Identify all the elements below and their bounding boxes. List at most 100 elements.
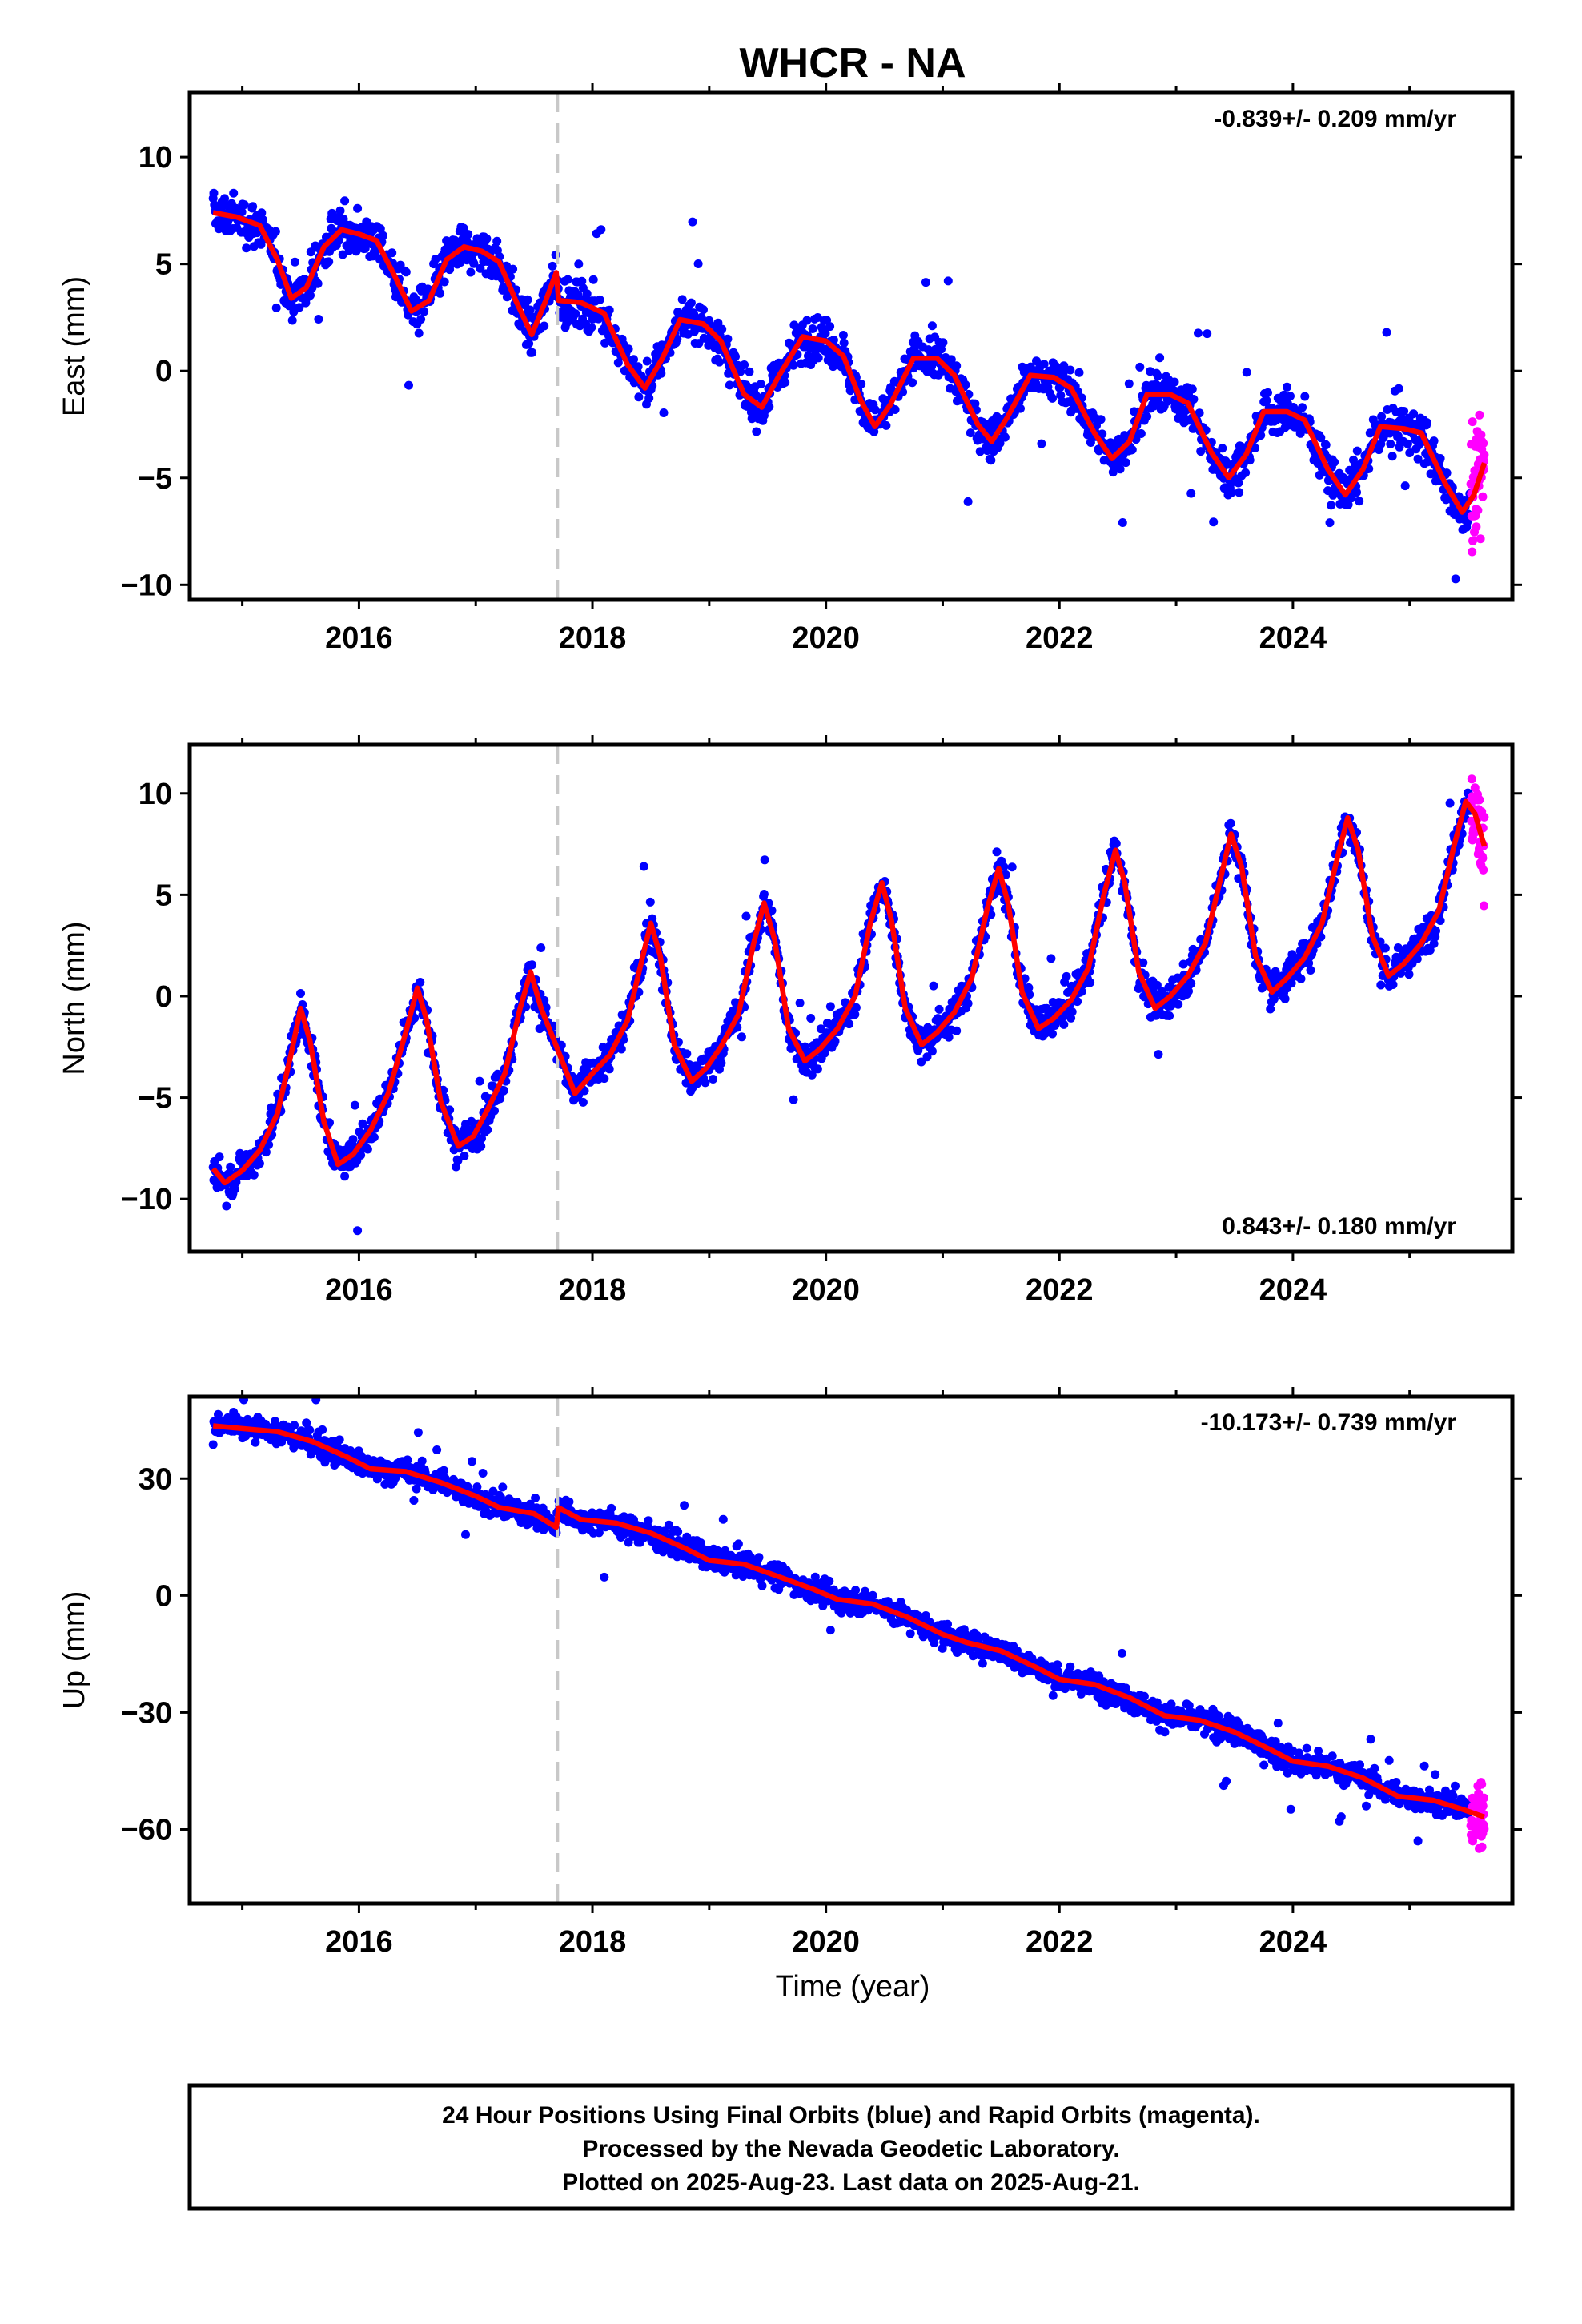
north-final-orbit-point (639, 862, 648, 871)
east-final-orbit-point (1118, 518, 1127, 527)
north-rapid-orbit-point (1480, 901, 1488, 911)
north-final-orbit-point (1296, 974, 1306, 983)
north-final-orbit-point (701, 1078, 710, 1088)
east-final-orbit-point (1234, 478, 1243, 488)
east-final-orbit-point (813, 353, 823, 363)
east-final-orbit-point (634, 392, 644, 402)
east-final-orbit-point (1441, 495, 1451, 505)
north-final-orbit-point (929, 981, 938, 991)
up-final-orbit-point (600, 1572, 609, 1582)
north-final-orbit-point (340, 1172, 350, 1181)
east-final-orbit-point (306, 291, 315, 300)
north-y-tick-label: −10 (121, 1183, 172, 1216)
north-final-orbit-point (992, 847, 1002, 857)
east-final-orbit-point (1339, 472, 1348, 482)
up-final-orbit-point (673, 1527, 683, 1537)
east-final-orbit-point (699, 305, 708, 315)
east-final-orbit-point (1121, 458, 1130, 468)
east-final-orbit-point (1298, 403, 1307, 412)
east-final-orbit-point (1347, 493, 1356, 503)
north-final-orbit-point (476, 1141, 486, 1151)
up-final-orbit-point (290, 1421, 299, 1430)
north-final-orbit-point (963, 999, 973, 1008)
north-final-orbit-point (363, 1144, 372, 1154)
east-final-orbit-point (239, 200, 249, 210)
east-final-orbit-point (752, 427, 761, 436)
north-final-orbit-point (952, 1026, 962, 1035)
up-final-orbit-point (409, 1496, 419, 1505)
east-final-orbit-point (995, 439, 1005, 448)
east-final-orbit-point (237, 207, 247, 217)
north-final-orbit-point (296, 989, 305, 998)
east-final-orbit-point (287, 300, 296, 310)
east-final-orbit-point (1403, 439, 1412, 448)
north-final-orbit-point (737, 1032, 746, 1042)
east-final-orbit-point (524, 339, 534, 348)
north-final-orbit-point (536, 943, 546, 952)
east-final-orbit-point (1263, 388, 1272, 397)
east-final-orbit-point (642, 356, 652, 366)
east-final-orbit-point (290, 257, 299, 267)
east-final-orbit-point (659, 408, 669, 417)
up-final-orbit-point (439, 1466, 448, 1475)
east-final-orbit-point (466, 267, 476, 277)
east-final-orbit-point (1039, 360, 1049, 369)
east-final-orbit-point (1377, 412, 1387, 421)
east-final-orbit-point (677, 295, 687, 304)
up-observations (208, 1395, 1489, 1853)
north-final-orbit-point (717, 1059, 726, 1068)
east-final-orbit-point (571, 309, 580, 319)
up-final-orbit-point (718, 1514, 728, 1524)
east-final-orbit-point (1048, 393, 1057, 403)
east-final-orbit-point (271, 227, 280, 236)
east-final-orbit-point (781, 378, 790, 387)
east-final-orbit-point (1066, 365, 1075, 375)
east-final-orbit-point (1429, 436, 1439, 446)
east-final-orbit-point (736, 367, 745, 376)
east-final-orbit-point (943, 276, 953, 286)
north-final-orbit-point (255, 1159, 264, 1168)
east-final-orbit-point (1343, 500, 1353, 509)
up-final-orbit-point (417, 1456, 427, 1466)
east-final-orbit-point (540, 321, 549, 331)
north-final-orbit-point (1048, 1029, 1057, 1039)
north-final-orbit-point (1067, 1007, 1077, 1016)
north-final-orbit-point (1046, 954, 1056, 963)
north-rate-annotation: 0.843+/- 0.180 mm/yr (1222, 1213, 1456, 1240)
up-final-orbit-point (468, 1457, 476, 1466)
east-final-orbit-point (963, 497, 973, 506)
east-final-orbit-point (1325, 518, 1335, 528)
east-final-orbit-point (1016, 404, 1025, 413)
east-final-orbit-point (1235, 488, 1244, 497)
up-final-orbit-point (754, 1553, 764, 1562)
east-final-orbit-point (1300, 392, 1310, 401)
east-final-orbit-point (436, 288, 445, 298)
east-final-orbit-point (600, 338, 610, 348)
east-final-orbit-point (1227, 488, 1236, 497)
east-final-orbit-point (588, 275, 598, 284)
east-final-orbit-point (1405, 448, 1415, 457)
east-final-orbit-point (379, 231, 387, 240)
east-final-orbit-point (952, 361, 962, 371)
east-final-orbit-point (595, 295, 604, 304)
east-final-orbit-point (1400, 481, 1410, 491)
east-final-orbit-point (596, 225, 606, 235)
east-final-orbit-point (1127, 445, 1137, 455)
east-final-orbit-point (1245, 456, 1255, 465)
north-axis-label: North (mm) (58, 921, 91, 1075)
east-final-orbit-point (1295, 428, 1305, 438)
east-final-orbit-point (821, 328, 830, 338)
north-final-orbit-point (1226, 818, 1235, 828)
east-final-orbit-point (1352, 446, 1362, 456)
east-final-orbit-point (633, 362, 643, 372)
east-final-orbit-point (1155, 353, 1165, 363)
east-final-orbit-point (528, 348, 537, 357)
north-final-orbit-point (741, 911, 751, 921)
north-final-orbit-point (1412, 955, 1422, 963)
east-final-orbit-point (881, 420, 891, 430)
east-final-orbit-point (946, 355, 956, 364)
east-final-orbit-point (802, 316, 812, 325)
north-rapid-orbit-point (1478, 854, 1488, 863)
east-final-orbit-point (629, 355, 638, 364)
